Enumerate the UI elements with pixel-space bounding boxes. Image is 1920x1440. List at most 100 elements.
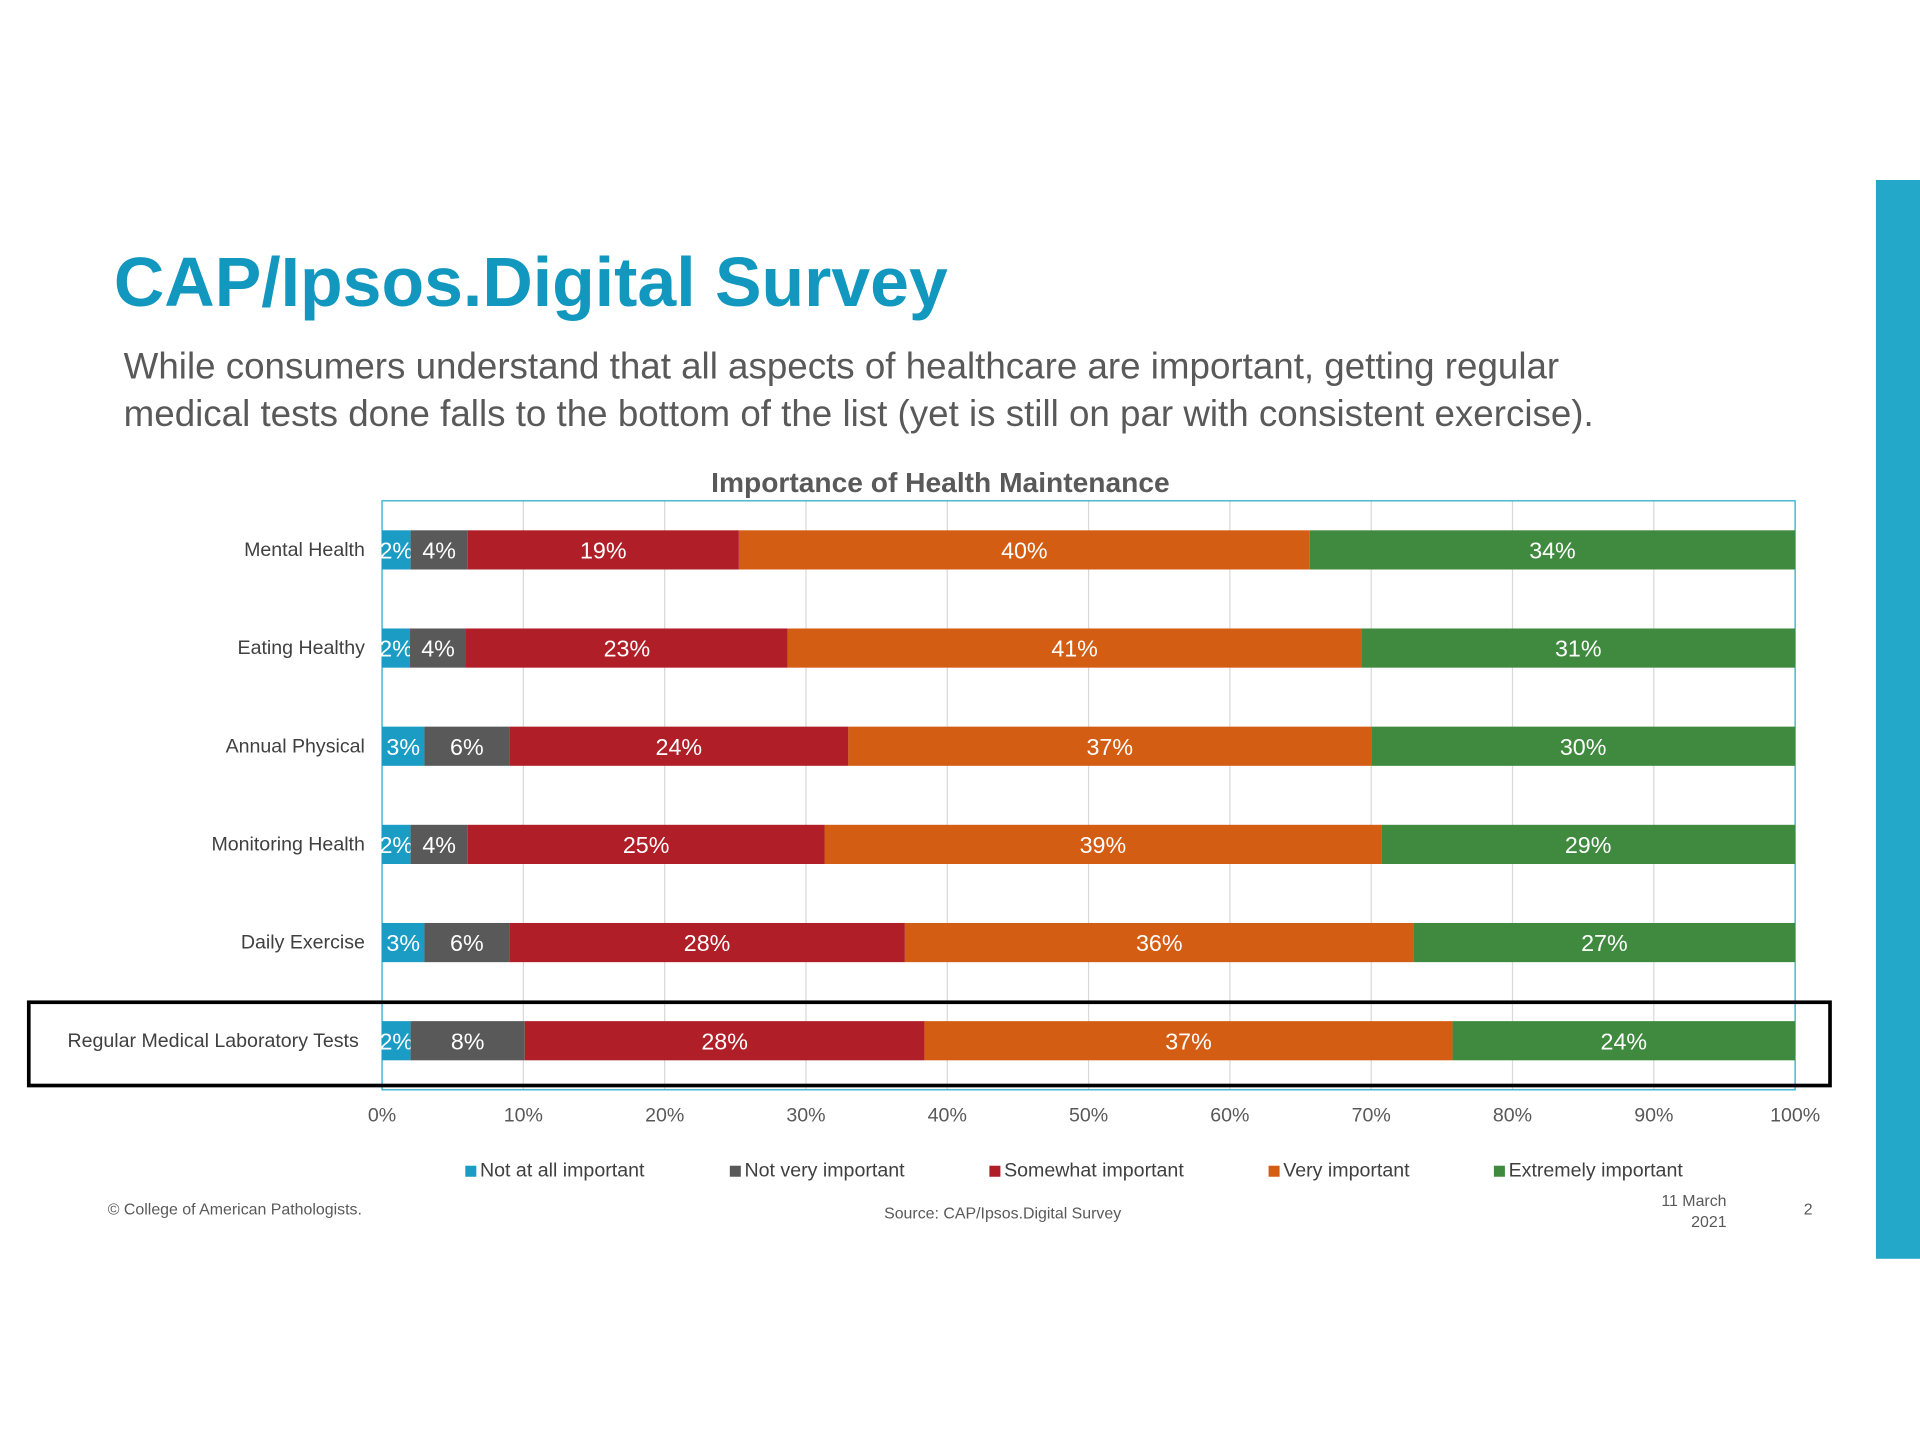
copyright: © College of American Pathologists. — [107, 1200, 362, 1219]
source-note: Source: CAP/Ipsos.Digital Survey — [884, 1203, 1122, 1223]
x-tick-label: 80% — [1493, 1105, 1532, 1127]
bar-segment — [410, 824, 468, 864]
data-label: 24% — [656, 734, 703, 760]
bar-segment — [382, 824, 411, 864]
legend-item: Somewhat important — [989, 1160, 1184, 1183]
legend-item: Extremely important — [1493, 1160, 1683, 1183]
legend-label: Somewhat important — [1004, 1160, 1184, 1182]
data-label: 19% — [580, 537, 627, 563]
bar-segment — [1361, 628, 1796, 668]
bar-segment — [738, 530, 1310, 570]
plot-area-border — [381, 500, 1796, 1091]
data-label: 24% — [1601, 1028, 1648, 1054]
page-number: 2 — [1803, 1200, 1813, 1219]
bar-segment — [1413, 922, 1796, 963]
bar-segment — [1452, 1021, 1796, 1061]
data-label: 29% — [1565, 832, 1612, 858]
bar-segment — [924, 1021, 1453, 1061]
legend-label: Not very important — [744, 1160, 905, 1182]
data-label: 6% — [450, 930, 484, 956]
data-label: 27% — [1581, 930, 1628, 956]
data-label: 36% — [1136, 930, 1183, 956]
bar-segment — [410, 1021, 525, 1061]
bar-segment — [904, 922, 1414, 963]
bar-segment — [382, 530, 411, 570]
bar-segment — [382, 1021, 411, 1061]
data-label: 39% — [1080, 832, 1127, 858]
data-label: 34% — [1529, 537, 1576, 563]
bar-segment — [382, 922, 425, 963]
data-label: 3% — [386, 734, 420, 760]
legend-label: Not at all important — [480, 1160, 645, 1182]
legend-swatch — [465, 1166, 477, 1178]
category-label: Monitoring Health — [211, 834, 364, 856]
highlight-box — [26, 1000, 1832, 1088]
legend-swatch — [1268, 1166, 1280, 1178]
x-tick-label: 40% — [928, 1105, 967, 1127]
data-label: 23% — [604, 636, 651, 662]
legend-swatch — [729, 1166, 741, 1178]
bar-segment — [509, 922, 905, 963]
bar-segment — [424, 726, 510, 766]
x-tick-label: 90% — [1634, 1105, 1673, 1127]
subtitle-line-1: While consumers understand that all aspe… — [123, 346, 1560, 387]
data-label: 6% — [450, 734, 484, 760]
category-label: Annual Physical — [226, 735, 365, 757]
bar-segment — [410, 628, 466, 668]
bar-segment — [1371, 726, 1796, 766]
x-tick-label: 10% — [504, 1105, 543, 1127]
bar-segment — [524, 1021, 925, 1061]
bar-segment — [787, 628, 1362, 668]
bar-segment — [467, 530, 739, 570]
x-tick-label: 100% — [1770, 1105, 1820, 1127]
legend-item: Not very important — [729, 1160, 905, 1183]
bar-segment — [382, 726, 425, 766]
x-tick-label: 60% — [1210, 1105, 1249, 1127]
bar-segment — [424, 922, 510, 963]
bar-segment — [824, 824, 1382, 864]
data-label: 37% — [1087, 734, 1134, 760]
chart-title: Importance of Health Maintenance — [711, 466, 1170, 499]
category-label: Eating Healthy — [238, 637, 366, 659]
slide-date: 11 March 2021 — [1641, 1190, 1727, 1232]
data-label: 40% — [1001, 537, 1048, 563]
category-label: Mental Health — [244, 539, 365, 561]
category-label: Regular Medical Laboratory Tests — [67, 1030, 358, 1052]
x-tick-label: 70% — [1352, 1105, 1391, 1127]
bar-segment — [465, 628, 788, 668]
legend-label: Very important — [1283, 1160, 1410, 1182]
data-label: 4% — [422, 832, 456, 858]
data-label: 41% — [1051, 636, 1098, 662]
data-label: 28% — [684, 930, 731, 956]
bar-segment — [1381, 824, 1796, 864]
data-label: 2% — [380, 537, 414, 563]
date-line-2: 2021 — [1691, 1212, 1727, 1231]
legend-label: Extremely important — [1508, 1160, 1683, 1182]
bar-segment — [1309, 530, 1796, 570]
legend-item: Very important — [1268, 1160, 1410, 1183]
data-label: 3% — [386, 930, 420, 956]
data-label: 25% — [623, 832, 670, 858]
date-line-1: 11 March — [1661, 1191, 1727, 1210]
slide-title: CAP/Ipsos.Digital Survey — [113, 243, 948, 323]
data-label: 2% — [380, 832, 414, 858]
data-label: 8% — [451, 1028, 485, 1054]
accent-bar — [1875, 180, 1920, 1259]
data-label: 30% — [1560, 734, 1607, 760]
subtitle-line-2: medical tests done falls to the bottom o… — [123, 394, 1594, 435]
data-label: 4% — [422, 537, 456, 563]
data-label: 37% — [1165, 1028, 1212, 1054]
bar-segment — [848, 726, 1372, 766]
category-label: Daily Exercise — [241, 932, 365, 954]
data-label: 4% — [421, 636, 455, 662]
legend-swatch — [1493, 1166, 1505, 1178]
legend-swatch — [989, 1166, 1001, 1178]
slide-subtitle: While consumers understand that all aspe… — [124, 343, 1863, 439]
x-tick-label: 30% — [786, 1105, 825, 1127]
data-label: 28% — [701, 1028, 748, 1054]
x-tick-label: 50% — [1069, 1105, 1108, 1127]
x-tick-label: 20% — [645, 1105, 684, 1127]
data-label: 2% — [379, 636, 413, 662]
bar-segment — [467, 824, 825, 864]
